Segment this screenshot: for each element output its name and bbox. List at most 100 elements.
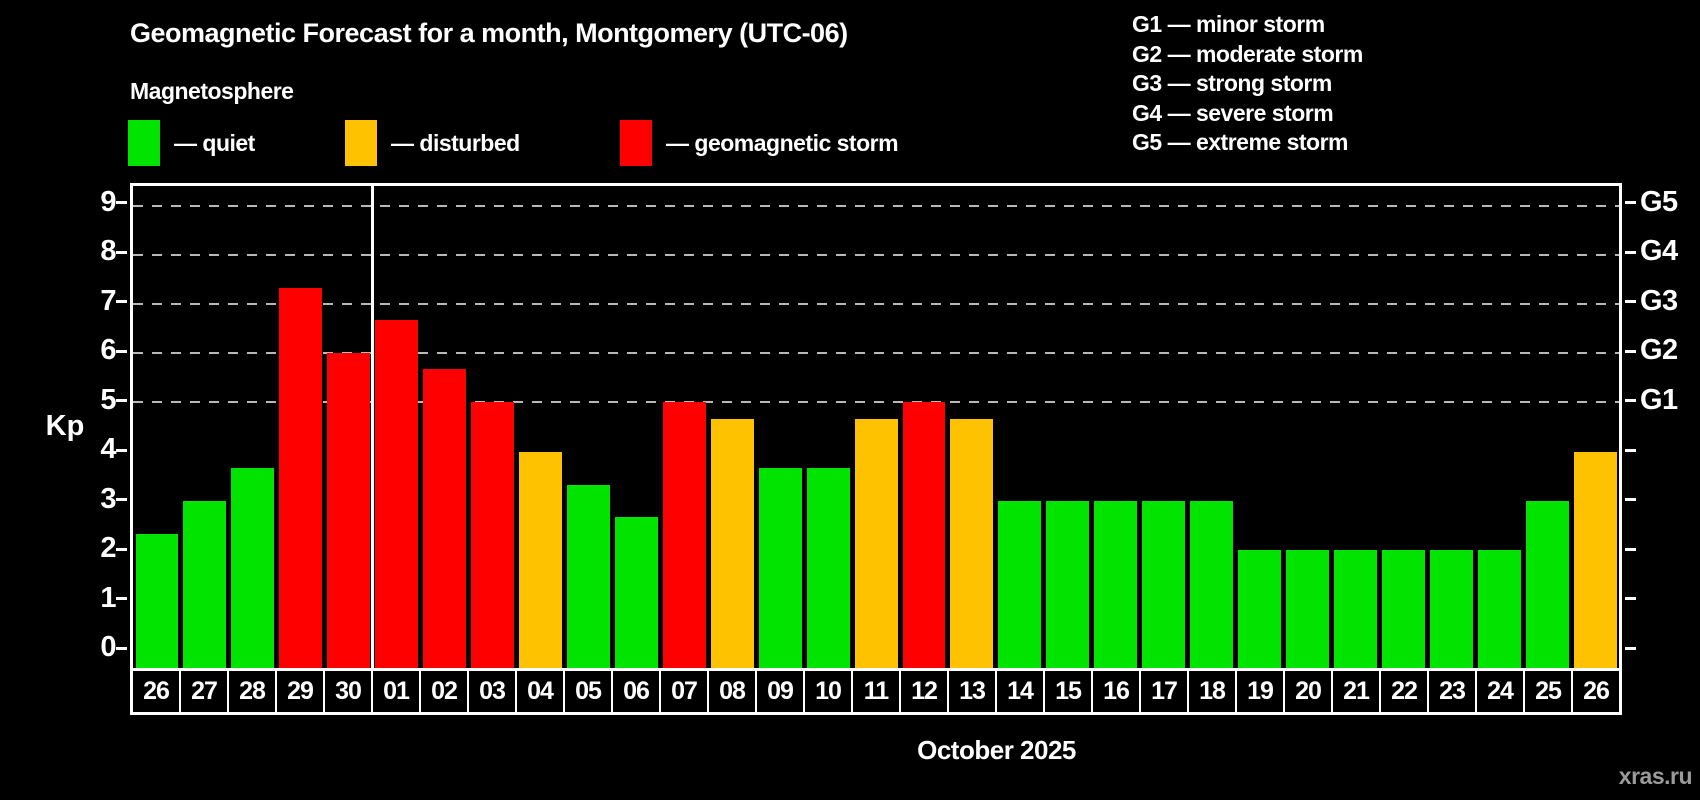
gridline-kp-9 [133, 204, 1619, 207]
legend-item-quiet: — quiet [128, 120, 255, 166]
bar-slot-20 [1284, 186, 1332, 668]
bar-slot-25 [1523, 186, 1571, 668]
legend-item-label: — geomagnetic storm [666, 129, 899, 156]
y-tick-label-8: 8 [100, 235, 116, 268]
storm-scale-line-g3: G3 — strong storm [1132, 70, 1332, 96]
bar-slot-19 [1236, 186, 1284, 668]
bar-slot-26 [1571, 186, 1619, 668]
chart-title: Geomagnetic Forecast for a month, Montgo… [130, 18, 848, 48]
kp-bar-day-15 [1046, 500, 1090, 668]
bar-slot-26 [133, 186, 181, 668]
x-axis-title: October 2025 [917, 735, 1076, 765]
bar-slot-01 [373, 186, 421, 668]
kp-bar-day-11 [854, 418, 898, 668]
bar-slot-06 [612, 186, 660, 668]
bar-slot-15 [1044, 186, 1092, 668]
bar-slot-04 [517, 186, 565, 668]
right-tick-4 [1625, 448, 1636, 452]
legend-item-disturbed: — disturbed [345, 120, 520, 166]
y-tick-label-2: 2 [100, 532, 116, 565]
right-tick-2 [1625, 547, 1636, 551]
day-label-27: 27 [181, 671, 229, 712]
right-tick-1 [1625, 597, 1636, 601]
left-tick-1 [116, 597, 127, 601]
day-label-14: 14 [997, 671, 1045, 712]
gridline-kp-8 [133, 253, 1619, 256]
left-tick-4 [116, 448, 127, 452]
bar-slot-10 [804, 186, 852, 668]
y-tick-label-9: 9 [100, 185, 116, 218]
day-label-13: 13 [949, 671, 997, 712]
left-tick-5 [116, 399, 127, 403]
y-tick-label-3: 3 [100, 482, 116, 515]
bar-slot-29 [277, 186, 325, 668]
right-tick-3 [1625, 498, 1636, 502]
day-label-03: 03 [469, 671, 517, 712]
status-legend: — quiet — disturbed — geomagnetic storm [128, 120, 1028, 168]
right-tick-5 [1625, 399, 1636, 403]
day-label-09: 09 [757, 671, 805, 712]
left-tick-6 [116, 349, 127, 353]
day-label-28: 28 [229, 671, 277, 712]
bar-slot-08 [708, 186, 756, 668]
bar-slot-22 [1379, 186, 1427, 668]
legend-item-label: — disturbed [391, 129, 520, 156]
y-axis-label: Kp [45, 410, 85, 442]
day-label-15: 15 [1045, 671, 1093, 712]
legend-item-label: — quiet [174, 129, 255, 156]
bar-slot-27 [181, 186, 229, 668]
day-label-12: 12 [901, 671, 949, 712]
kp-bar-day-17 [1142, 500, 1186, 668]
storm-scale-line-g4: G4 — severe storm [1132, 99, 1334, 126]
day-label-26: 26 [1583, 677, 1610, 705]
day-label-06: 06 [613, 671, 661, 712]
kp-bar-day-26 [1573, 451, 1617, 668]
bar-slot-03 [469, 186, 517, 668]
left-tick-8 [116, 250, 127, 254]
day-label-05: 05 [565, 671, 613, 712]
quiet-color-swatch-icon [128, 120, 160, 166]
magnetosphere-label: Magnetosphere [130, 78, 294, 104]
day-label-17: 17 [1141, 671, 1189, 712]
kp-bar-day-03 [471, 402, 514, 668]
x-axis-day-row: 26 27 28 29 30 01 02 03 04 05 06 07 08 09 10 11 12 13 14 15… [130, 668, 1622, 715]
kp-bar-day-20 [1286, 549, 1329, 668]
gridline-kp-7 [133, 303, 1619, 306]
bar-slot-23 [1427, 186, 1475, 668]
day-label-16: 16 [1093, 671, 1141, 712]
right-tick-0 [1625, 646, 1636, 650]
kp-bar-day-09 [758, 467, 802, 668]
gridline-kp-5 [133, 401, 1619, 404]
day-label-18: 18 [1189, 671, 1237, 712]
kp-bar-day-01 [375, 320, 419, 668]
day-label-02: 02 [421, 671, 469, 712]
storm-scale-legend: G1 — minor storm G2 — moderate storm G3 — … [1132, 10, 1363, 158]
kp-bar-day-10 [806, 467, 850, 668]
day-label-25: 25 [1525, 671, 1573, 712]
left-tick-2 [116, 547, 127, 551]
kp-bar-day-25 [1525, 500, 1569, 668]
kp-bar-day-14 [998, 500, 1042, 668]
bar-slot-21 [1331, 186, 1379, 668]
day-label-22: 22 [1381, 671, 1429, 712]
day-label-24: 24 [1477, 671, 1525, 712]
bar-slot-09 [756, 186, 804, 668]
kp-bar-day-22 [1381, 549, 1425, 668]
plot-area [130, 183, 1622, 668]
day-label-08: 08 [709, 671, 757, 712]
day-label-30: 30 [325, 671, 373, 712]
day-label-23: 23 [1429, 671, 1477, 712]
y-tick-label-1: 1 [100, 581, 116, 614]
bar-slot-30 [325, 186, 373, 668]
bar-slot-02 [421, 186, 469, 668]
bar-slot-05 [564, 186, 612, 668]
bar-slot-28 [229, 186, 277, 668]
gridline-kp-6 [133, 352, 1619, 355]
left-tick-3 [116, 498, 127, 502]
left-tick-9 [116, 201, 127, 205]
kp-bar-day-05 [566, 484, 610, 668]
day-label-04: 04 [517, 671, 565, 712]
kp-bar-day-13 [950, 418, 994, 668]
bar-slot-14 [996, 186, 1044, 668]
y-tick-label-7: 7 [100, 284, 116, 317]
